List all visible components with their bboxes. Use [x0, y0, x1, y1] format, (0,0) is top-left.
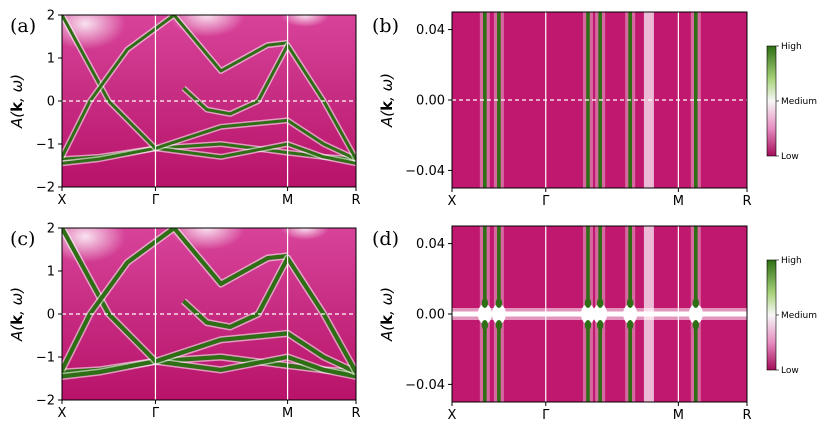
x-tick-label: X [58, 193, 67, 208]
y-tick-label: 1 [47, 52, 55, 67]
y-tick-label: −2 [36, 394, 55, 409]
x-tick-label: R [742, 194, 751, 209]
panel-c: X Γ M R 2 1 0 −1 −2 (c) A(k, ω) [8, 222, 361, 422]
crossing-2-lower [584, 320, 592, 330]
x-tick-label: M [673, 194, 684, 209]
colorbar-top: High Medium Low [766, 42, 817, 162]
crossing-4-lower [626, 320, 634, 330]
band-1 [62, 142, 356, 165]
colorbar-top-high: High [781, 42, 802, 52]
y-axis-label: A(k, ω) [378, 287, 396, 342]
band-1 [62, 354, 356, 379]
band-2 [62, 228, 356, 375]
y-tick-label: −1 [36, 138, 55, 153]
crossing-1-node [491, 304, 506, 324]
x-tick-label: Γ [542, 194, 550, 209]
glow-region [62, 15, 126, 50]
glow-region [280, 15, 329, 27]
y-axis-label: A(k, ω) [8, 74, 26, 129]
glow-region [62, 228, 126, 263]
crossing-3-lower [596, 320, 604, 330]
y-tick-label: 2 [47, 222, 55, 237]
y-tick-label: 0.04 [416, 237, 445, 252]
crossing-4-upper [626, 298, 634, 308]
x-tick-label: R [351, 406, 360, 421]
crossing-5-upper [692, 298, 700, 308]
colorbar-bottom: High Medium Low [766, 256, 817, 376]
panel-label: (b) [372, 15, 399, 37]
y-tick-label: 0 [47, 95, 55, 110]
x-tick-label: M [282, 406, 293, 421]
panel-a: X Γ M R 2 1 0 −1 −2 (a) A(k, ω) [8, 9, 361, 209]
y-tick-label: 0.00 [416, 94, 445, 109]
panel-b: X Γ M R 0.04 0.00 −0.04 (b) A(k, ω) [372, 11, 752, 209]
x-tick-label: X [58, 406, 67, 421]
x-tick-label: X [448, 194, 457, 209]
y-tick-label: 1 [47, 265, 55, 280]
y-tick-label: 0 [47, 308, 55, 323]
colorbar-top-medium: Medium [781, 97, 817, 107]
crossing-5 [694, 12, 698, 188]
y-axis-label: A(k, ω) [8, 287, 26, 342]
y-tick-label: −0.04 [405, 378, 445, 393]
colorbar-bottom-high: High [781, 256, 802, 266]
crossing-0-lower [481, 320, 489, 330]
y-tick-label: 2 [47, 9, 55, 24]
crossing-5-lower [692, 320, 700, 330]
crossing-0-upper [481, 298, 489, 308]
plot-area [62, 228, 356, 400]
plot-area [62, 15, 356, 187]
colorbar-bottom-gradient [766, 259, 777, 371]
y-tick-label: −2 [36, 181, 55, 196]
panel-label: (d) [372, 228, 399, 250]
y-axis-label: A(k, ω) [378, 73, 396, 128]
crossing-5-node [688, 304, 703, 324]
x-tick-label: Γ [152, 406, 160, 421]
colorbar-bottom-low: Low [781, 366, 799, 376]
crossing-1 [497, 12, 501, 188]
crossing-2-upper [584, 298, 592, 308]
y-tick-label: 0.04 [416, 23, 445, 38]
panel-label: (a) [10, 15, 36, 37]
x-tick-label: M [282, 193, 293, 208]
x-tick-label: Γ [152, 193, 160, 208]
plot-area [452, 12, 747, 188]
x-tick-label: R [742, 408, 751, 423]
glow-region [280, 228, 329, 240]
crossing-3-upper [596, 298, 604, 308]
panel-d: X Γ M R 0.04 0.00 −0.04 (d) A(k, ω) [372, 225, 752, 423]
y-tick-label: −1 [36, 351, 55, 366]
x-tick-label: X [448, 408, 457, 423]
plot-area [452, 226, 747, 402]
x-tick-label: M [673, 408, 684, 423]
crossing-1-lower [495, 320, 503, 330]
colorbar-bottom-medium: Medium [781, 311, 817, 321]
crossing-1-upper [495, 298, 503, 308]
colorbar-top-gradient [766, 45, 777, 157]
y-tick-label: −0.04 [405, 164, 445, 179]
x-tick-label: R [351, 193, 360, 208]
crossing-0 [483, 12, 487, 188]
colorbar-top-low: Low [781, 152, 799, 162]
y-tick-label: 0.00 [416, 308, 445, 323]
band-2 [62, 15, 356, 161]
panel-label: (c) [10, 228, 35, 250]
crossing-0-node [477, 304, 492, 324]
x-tick-label: Γ [542, 408, 550, 423]
